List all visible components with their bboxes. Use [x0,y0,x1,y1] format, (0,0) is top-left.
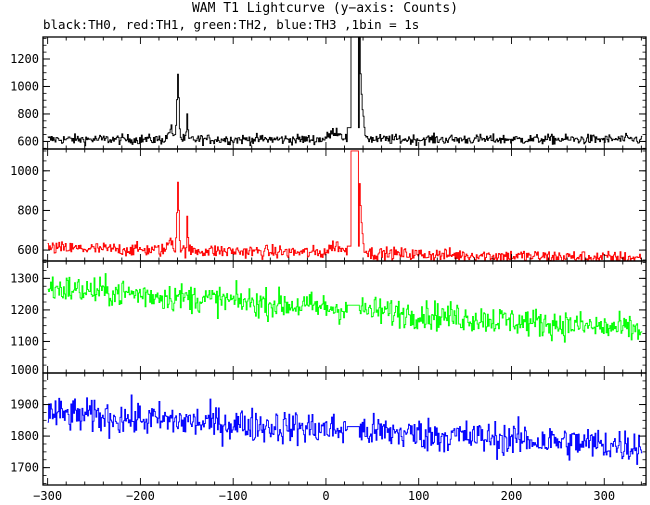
chart-title: WAM T1 Lightcurve (y−axis: Counts) [191,1,459,16]
x-tick-label: 0 [322,489,329,503]
y-tick-label: 1700 [10,461,39,475]
x-tick-label: −100 [219,489,248,503]
panel-frame-0 [42,36,647,150]
x-tick-label: −200 [126,489,155,503]
series-line-th2 [47,273,643,343]
y-tick-label: 1200 [10,52,39,66]
series-line-th1 [47,150,643,261]
y-tick-label: 800 [17,107,39,121]
y-tick-label: 1800 [10,429,39,443]
y-tick-label: 1100 [10,334,39,348]
series-line-th0 [47,37,643,147]
chart-subtitle: black:TH0, red:TH1, green:TH2, blue:TH3 … [43,17,420,32]
x-tick-label: −300 [33,489,62,503]
y-tick-label: 1000 [10,363,39,377]
y-tick-label: 1000 [10,164,39,178]
y-tick-label: 600 [17,243,39,257]
y-tick-label: 1000 [10,79,39,93]
x-tick-label: 200 [501,489,523,503]
x-tick-label: 300 [593,489,615,503]
y-tick-label: 600 [17,134,39,148]
panel-frame-1 [42,148,647,262]
x-tick-label: 100 [408,489,430,503]
y-tick-label: 800 [17,203,39,217]
panel-frame-3 [42,372,647,486]
series-line-th3 [47,394,643,465]
y-tick-label: 1300 [10,271,39,285]
y-tick-label: 1900 [10,398,39,412]
y-tick-label: 1200 [10,303,39,317]
